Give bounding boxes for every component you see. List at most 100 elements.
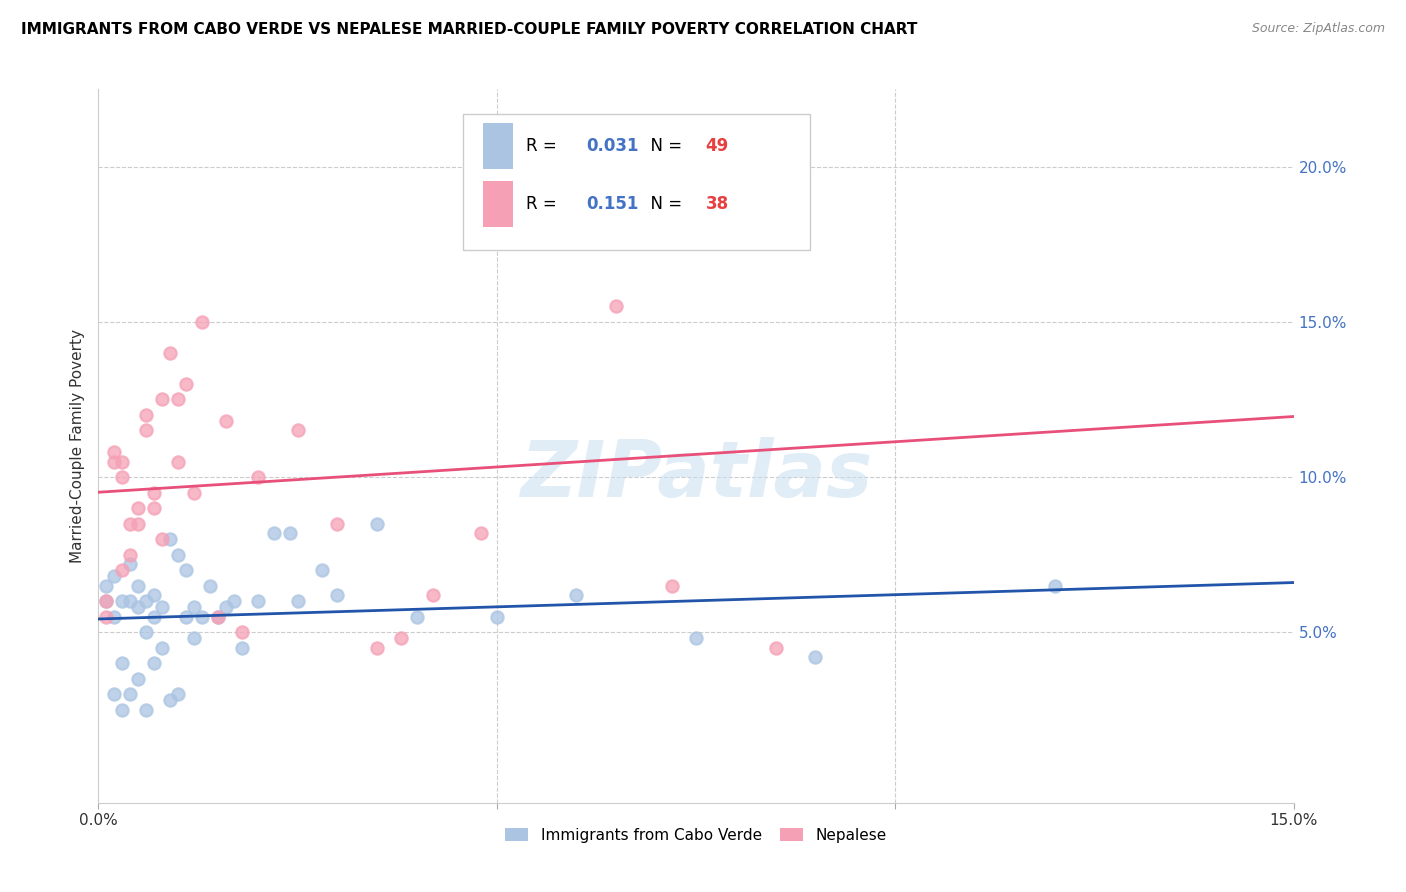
Point — [207, 609, 229, 624]
Text: 49: 49 — [706, 137, 728, 155]
Point — [103, 454, 125, 468]
Legend: Immigrants from Cabo Verde, Nepalese: Immigrants from Cabo Verde, Nepalese — [499, 822, 893, 848]
Point — [174, 563, 197, 577]
Point — [765, 640, 787, 655]
Point — [406, 609, 429, 624]
Point — [366, 516, 388, 531]
Point — [143, 588, 166, 602]
Point — [127, 501, 149, 516]
Point — [263, 525, 285, 540]
Point — [111, 656, 134, 670]
FancyBboxPatch shape — [463, 114, 810, 250]
Point — [685, 632, 707, 646]
Point — [167, 392, 190, 407]
Point — [191, 315, 214, 329]
Bar — [484, 123, 513, 169]
Point — [135, 424, 157, 438]
Point — [326, 588, 349, 602]
Point — [183, 632, 205, 646]
Point — [422, 588, 444, 602]
Y-axis label: Married-Couple Family Poverty: Married-Couple Family Poverty — [69, 329, 84, 563]
Point — [111, 470, 134, 484]
Point — [231, 640, 253, 655]
Point — [103, 687, 125, 701]
Point — [804, 650, 827, 665]
Point — [127, 516, 149, 531]
Point — [127, 579, 149, 593]
Text: N =: N = — [640, 137, 688, 155]
Point — [150, 392, 173, 407]
Point — [143, 609, 166, 624]
Point — [135, 594, 157, 608]
Point — [111, 454, 134, 468]
Text: R =: R = — [526, 194, 562, 212]
Point — [207, 609, 229, 624]
Point — [287, 424, 309, 438]
Point — [96, 579, 118, 593]
Text: IMMIGRANTS FROM CABO VERDE VS NEPALESE MARRIED-COUPLE FAMILY POVERTY CORRELATION: IMMIGRANTS FROM CABO VERDE VS NEPALESE M… — [21, 22, 918, 37]
Point — [120, 687, 142, 701]
Point — [311, 563, 333, 577]
Point — [222, 594, 245, 608]
Point — [287, 594, 309, 608]
Point — [159, 346, 181, 360]
Point — [167, 687, 190, 701]
Point — [565, 145, 588, 159]
Point — [485, 609, 508, 624]
Text: ZIPatlas: ZIPatlas — [520, 436, 872, 513]
Point — [150, 600, 173, 615]
Point — [143, 501, 166, 516]
Point — [605, 299, 627, 313]
Point — [215, 414, 238, 428]
Text: 38: 38 — [706, 194, 728, 212]
Point — [120, 594, 142, 608]
Point — [103, 609, 125, 624]
Point — [191, 609, 214, 624]
Text: R =: R = — [526, 137, 562, 155]
Point — [167, 548, 190, 562]
Point — [565, 588, 588, 602]
Point — [120, 516, 142, 531]
Point — [150, 532, 173, 546]
Point — [246, 470, 269, 484]
Point — [111, 563, 134, 577]
Text: N =: N = — [640, 194, 688, 212]
Point — [246, 594, 269, 608]
Point — [135, 625, 157, 640]
Point — [159, 532, 181, 546]
Point — [215, 600, 238, 615]
Point — [326, 516, 349, 531]
Point — [526, 160, 548, 174]
Point — [96, 609, 118, 624]
Point — [96, 594, 118, 608]
Point — [1043, 579, 1066, 593]
Point — [96, 594, 118, 608]
Text: 0.031: 0.031 — [586, 137, 638, 155]
Bar — [484, 180, 513, 227]
Text: 0.151: 0.151 — [586, 194, 638, 212]
Point — [278, 525, 301, 540]
Point — [135, 703, 157, 717]
Point — [120, 548, 142, 562]
Point — [127, 672, 149, 686]
Point — [127, 600, 149, 615]
Point — [143, 656, 166, 670]
Point — [143, 485, 166, 500]
Point — [389, 632, 412, 646]
Point — [470, 525, 492, 540]
Point — [174, 609, 197, 624]
Point — [167, 454, 190, 468]
Point — [111, 703, 134, 717]
Point — [111, 594, 134, 608]
Point — [198, 579, 221, 593]
Point — [231, 625, 253, 640]
Point — [159, 693, 181, 707]
Point — [183, 485, 205, 500]
Point — [150, 640, 173, 655]
Text: Source: ZipAtlas.com: Source: ZipAtlas.com — [1251, 22, 1385, 36]
Point — [135, 408, 157, 422]
Point — [183, 600, 205, 615]
Point — [103, 569, 125, 583]
Point — [103, 445, 125, 459]
Point — [661, 579, 683, 593]
